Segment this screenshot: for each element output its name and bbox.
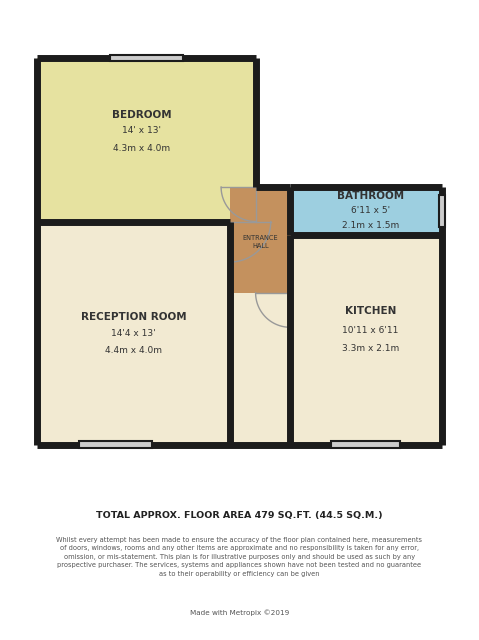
Text: 4.3m x 4.0m: 4.3m x 4.0m [113,143,171,153]
Text: 14'4 x 13': 14'4 x 13' [112,328,156,337]
Bar [331,442,400,448]
Text: 6'11 x 5': 6'11 x 5' [351,205,390,215]
Bar [79,442,152,448]
Text: RECEPTION ROOM: RECEPTION ROOM [81,312,186,322]
Text: BATHROOM: BATHROOM [337,191,404,202]
Bar [37,221,290,445]
Bar [290,236,442,445]
Text: KITCHEN: KITCHEN [345,307,396,316]
Bar [110,55,183,61]
Bar [37,58,256,221]
Text: 2.1m x 1.5m: 2.1m x 1.5m [342,221,399,230]
Text: ENTRANCE
HALL: ENTRANCE HALL [242,236,278,249]
Text: 4.4m x 4.0m: 4.4m x 4.0m [105,346,162,355]
Text: Made with Metropix ©2019: Made with Metropix ©2019 [190,610,289,616]
Text: TOTAL APPROX. FLOOR AREA 479 SQ.FT. (44.5 SQ.M.): TOTAL APPROX. FLOOR AREA 479 SQ.FT. (44.… [96,511,383,520]
Text: Whilst every attempt has been made to ensure the accuracy of the floor plan cont: Whilst every attempt has been made to en… [57,537,422,577]
Bar [290,187,442,236]
Bar [230,187,290,292]
Text: BEDROOM: BEDROOM [112,109,171,120]
Text: 10'11 x 6'11: 10'11 x 6'11 [342,326,399,335]
Text: 3.3m x 2.1m: 3.3m x 2.1m [342,344,399,353]
Text: 14' x 13': 14' x 13' [122,126,161,135]
Bar [439,195,445,227]
